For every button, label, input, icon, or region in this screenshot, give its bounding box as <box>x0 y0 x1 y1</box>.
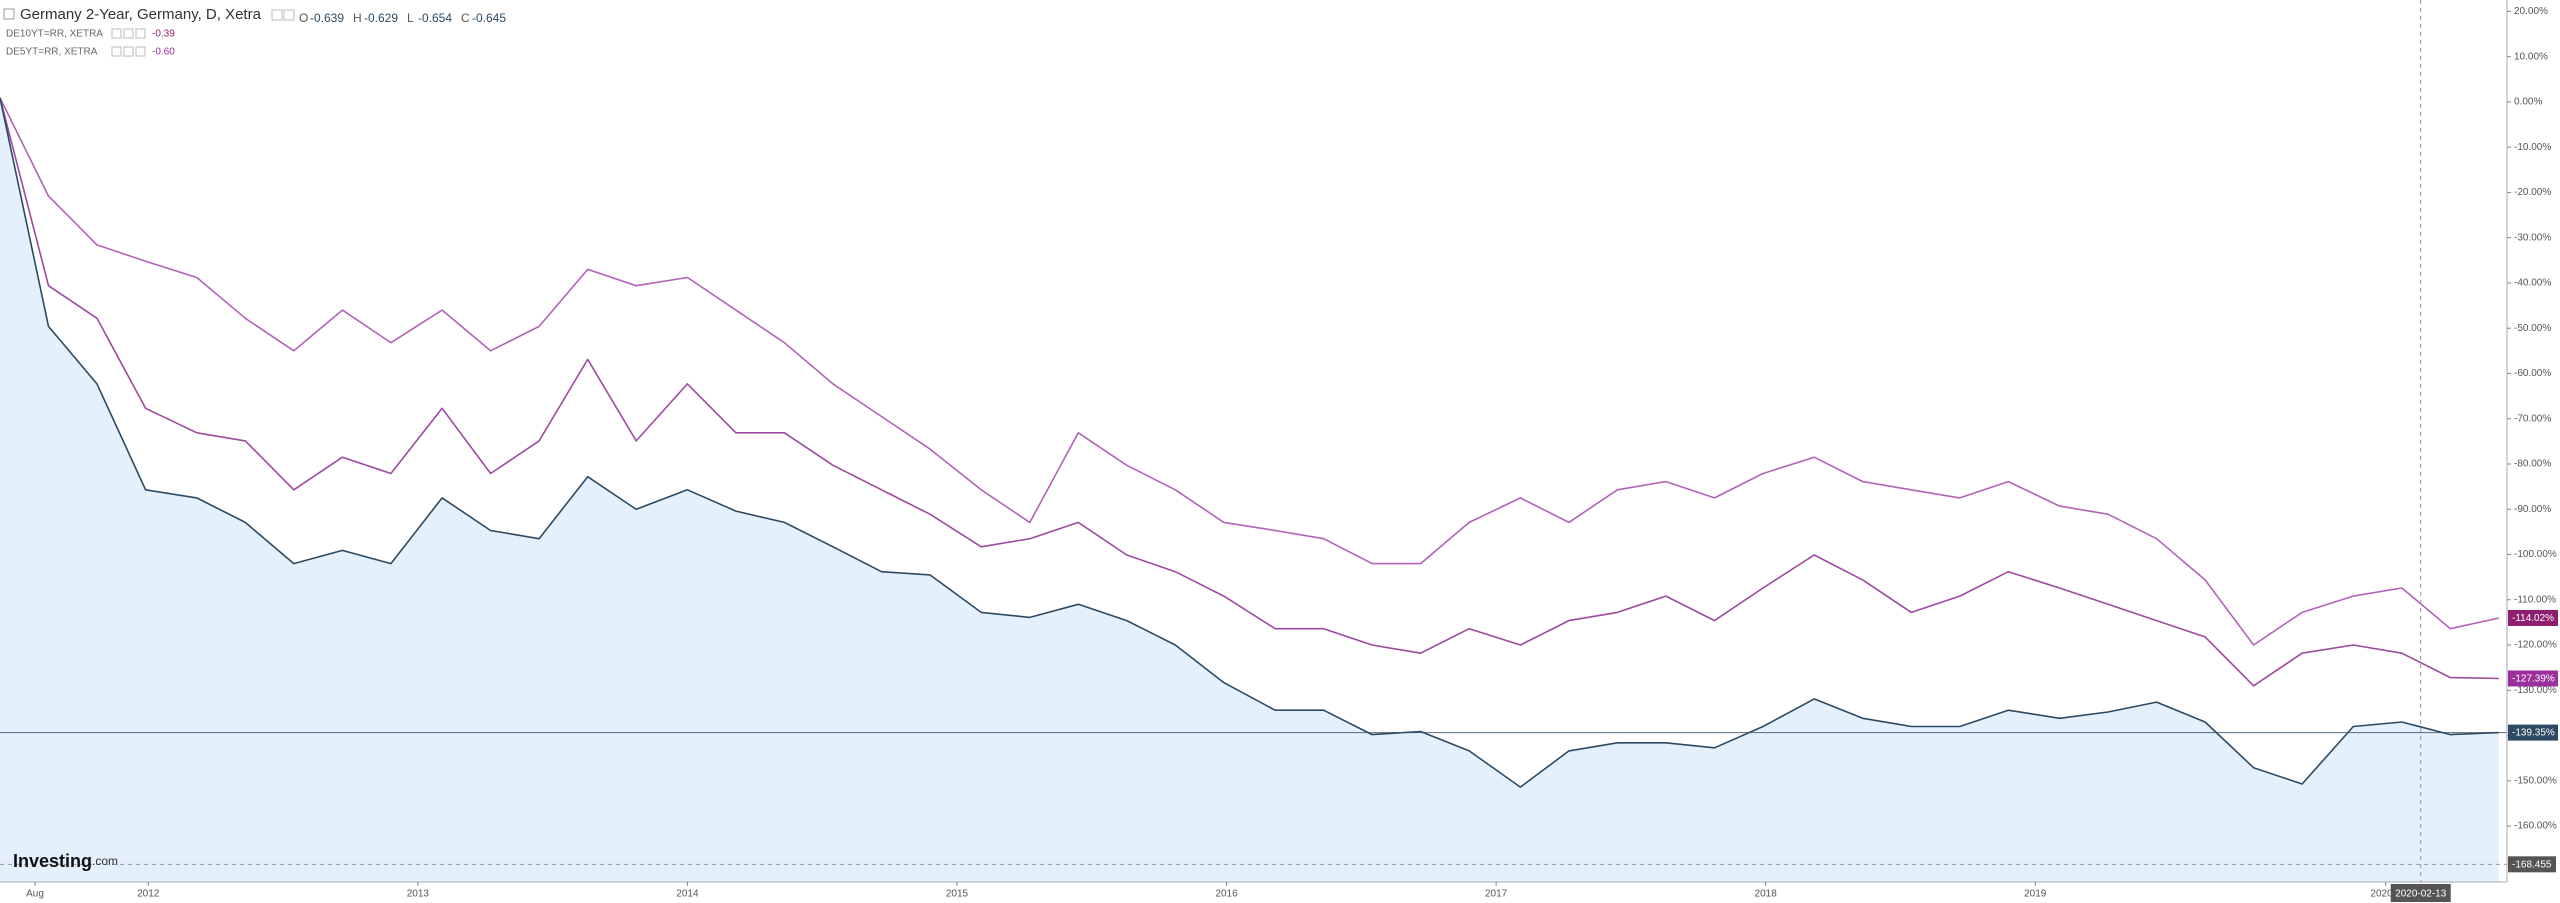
legend: O -0.639 H -0.629 L -0.654 C -0.645 DE10YT=RR, X… <box>6 11 506 57</box>
y-tick-label: -130.00% <box>2514 685 2557 696</box>
y-tick-label: -90.00% <box>2514 504 2551 515</box>
x-axis-background <box>0 882 2507 903</box>
y-tick-label: -60.00% <box>2514 368 2551 379</box>
last-value-label: -127.39% <box>2512 674 2555 685</box>
legend-price: -0.60 <box>152 47 175 58</box>
ohlc-value: -0.645 <box>472 11 506 25</box>
legend-name: DE5YT=RR, XETRA <box>6 47 98 58</box>
last-value-badge <box>2508 670 2558 687</box>
button[interactable] <box>283 9 295 21</box>
collapse-icon[interactable] <box>3 8 15 20</box>
brand-suffix: .com <box>92 854 118 868</box>
crosshair-y-badge <box>2508 856 2556 873</box>
line <box>0 97 2499 687</box>
button[interactable] <box>271 9 283 21</box>
x-tick-label: 2015 <box>946 889 969 900</box>
y-tick-label: -110.00% <box>2514 594 2556 605</box>
ohlc-name: L <box>407 11 414 25</box>
y-tick-label: -40.00% <box>2514 278 2551 289</box>
area <box>0 97 2499 883</box>
chart-title: Germany 2-Year, Germany, D, Xetra <box>20 6 262 23</box>
y-tick-label: -50.00% <box>2514 323 2551 334</box>
x-tick-label: Aug <box>26 889 44 900</box>
y-tick-label: -20.00% <box>2514 187 2551 198</box>
legend-button <box>111 46 122 57</box>
brand-name: Investing <box>13 851 92 871</box>
y-tick-label: -10.00% <box>2514 142 2551 153</box>
legend-button <box>123 28 134 39</box>
brand-logo: Investing.com <box>13 851 118 871</box>
ohlc-name: O <box>299 11 308 25</box>
y-tick-label: 0.00% <box>2514 97 2542 108</box>
x-tick-label: 2017 <box>1485 889 1508 900</box>
plot-area <box>0 97 2500 883</box>
y-tick-label: -120.00% <box>2514 640 2557 651</box>
x-tick-label: 2020.3 <box>2370 889 2401 900</box>
ohlc-value: -0.629 <box>364 11 398 25</box>
line <box>0 97 2499 788</box>
y-tick-label: -160.00% <box>2514 821 2557 832</box>
x-tick-label: 2019 <box>2024 889 2047 900</box>
y-tick-label: 20.00% <box>2514 6 2548 17</box>
line <box>0 97 2500 646</box>
y-tick-label: -80.00% <box>2514 459 2551 470</box>
legend-name: DE10YT=RR, XETRA <box>6 29 103 40</box>
y-tick-label: -70.00% <box>2514 413 2551 424</box>
x-tick-label: 2013 <box>407 889 430 900</box>
legend-button <box>135 28 146 39</box>
ohlc-name: H <box>353 11 362 25</box>
ohlc-name: C <box>461 11 470 25</box>
last-value-label: -114.02% <box>2512 613 2554 624</box>
x-tick-label: 2018 <box>1755 889 1778 900</box>
title-buttons <box>271 9 295 21</box>
x-tick-label: 2012 <box>137 889 160 900</box>
last-value-badge <box>2508 724 2558 741</box>
crosshair-x-badge <box>2390 884 2451 902</box>
y-tick-label: -30.00% <box>2514 232 2551 243</box>
crosshair-x-label: 2020-02-13 <box>2395 889 2447 900</box>
last-value-label: -139.35% <box>2512 728 2555 739</box>
y-tick-label: -100.00% <box>2514 549 2557 560</box>
ohlc-value: -0.639 <box>310 11 344 25</box>
crosshair-y-label: -168.455 <box>2512 859 2552 870</box>
y-tick-label: 10.00% <box>2514 51 2548 62</box>
x-tick-label: 2014 <box>676 889 699 900</box>
legend-button <box>111 28 122 39</box>
last-value-badge <box>2508 609 2558 626</box>
y-tick-label: -150.00% <box>2514 775 2557 786</box>
legend-button <box>135 46 146 57</box>
ohlc-value: -0.654 <box>418 11 452 25</box>
legend-price: -0.39 <box>152 29 175 40</box>
axis-background <box>2507 0 2560 903</box>
x-tick-label: 2016 <box>1215 889 1238 900</box>
legend-button <box>123 46 134 57</box>
